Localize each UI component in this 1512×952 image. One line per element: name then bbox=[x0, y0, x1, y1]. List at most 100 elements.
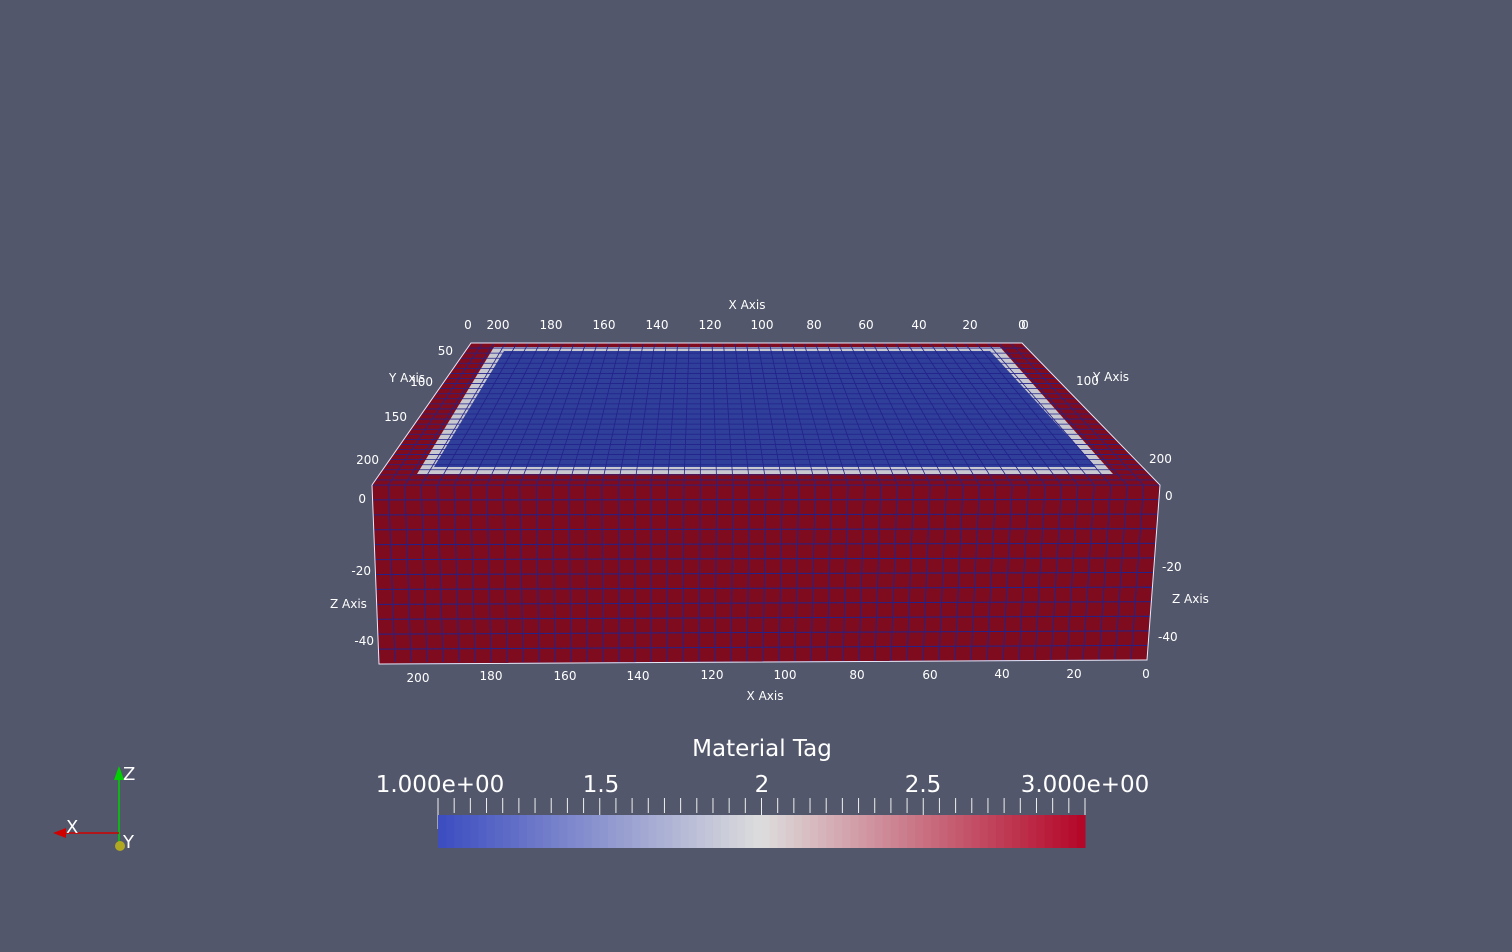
mesh-front-grid-line bbox=[374, 557, 1155, 561]
color-legend-band bbox=[810, 815, 819, 848]
bottom-x-tick-label: 200 bbox=[407, 671, 430, 685]
mesh-front-grid-line bbox=[378, 644, 1149, 650]
color-legend-band bbox=[761, 815, 771, 848]
color-legend-band bbox=[696, 815, 706, 848]
color-legend-band bbox=[510, 815, 520, 848]
color-legend-band bbox=[559, 815, 568, 848]
orientation-y-label: Y bbox=[122, 832, 135, 853]
color-legend-band bbox=[1012, 815, 1021, 848]
z-axis-title-right: Z Axis bbox=[1172, 592, 1209, 606]
color-legend-band bbox=[753, 815, 762, 848]
color-legend-band bbox=[502, 815, 512, 848]
mesh-model[interactable] bbox=[371, 342, 1161, 665]
top-x-tick-label: 140 bbox=[646, 318, 669, 332]
color-legend-band bbox=[518, 815, 528, 848]
top-x-tick-label: 180 bbox=[540, 318, 563, 332]
left-z-tick-labels: 0 -20 -40 bbox=[351, 492, 374, 648]
color-legend-label-max: 3.000e+00 bbox=[1021, 772, 1150, 798]
color-legend-band bbox=[923, 815, 932, 848]
bottom-x-tick-label: 60 bbox=[922, 668, 937, 682]
color-legend-band bbox=[793, 815, 803, 848]
color-legend-band bbox=[801, 815, 811, 848]
color-legend-band bbox=[979, 815, 989, 848]
color-legend-band bbox=[898, 815, 908, 848]
left-z-tick-label: -20 bbox=[351, 564, 371, 578]
right-y-tick-label: 100 bbox=[1076, 374, 1099, 388]
color-legend-band bbox=[712, 815, 722, 848]
top-x-tick-label: 0 bbox=[1021, 318, 1029, 332]
orientation-y-sphere-icon bbox=[115, 841, 125, 851]
color-legend-band bbox=[656, 815, 665, 848]
color-legend-band bbox=[939, 815, 949, 848]
top-x-tick-label: 80 bbox=[806, 318, 821, 332]
bottom-x-tick-label: 140 bbox=[627, 669, 650, 683]
color-legend-band bbox=[607, 815, 617, 848]
color-legend-band bbox=[438, 815, 447, 848]
color-legend-band bbox=[721, 815, 730, 848]
color-legend-ticks bbox=[437, 798, 1086, 829]
mesh-front-grid-line bbox=[373, 528, 1157, 531]
color-legend-band bbox=[737, 815, 746, 848]
mesh-front-grid-line bbox=[377, 630, 1150, 635]
top-x-tick-label: 60 bbox=[858, 318, 873, 332]
color-legend-label-1-5: 1.5 bbox=[583, 772, 620, 798]
color-legend-band bbox=[850, 815, 860, 848]
top-x-tick-label: 160 bbox=[593, 318, 616, 332]
color-legend-band bbox=[996, 815, 1005, 848]
color-legend-band bbox=[890, 815, 900, 848]
mesh-front-grid-line bbox=[376, 601, 1152, 605]
color-legend-band bbox=[1044, 815, 1054, 848]
color-legend-band bbox=[931, 815, 940, 848]
bottom-x-tick-label: 20 bbox=[1066, 667, 1081, 681]
color-legend-band bbox=[826, 815, 835, 848]
color-legend-band bbox=[745, 815, 754, 848]
x-axis-title-bottom: X Axis bbox=[747, 689, 784, 703]
left-z-tick-label: 0 bbox=[358, 492, 366, 506]
color-legend-bands bbox=[438, 815, 1086, 848]
color-legend-band bbox=[583, 815, 593, 848]
mesh-front-grid-line bbox=[375, 572, 1154, 575]
color-legend-band bbox=[915, 815, 924, 848]
right-y-tick-labels: 100 200 bbox=[1076, 374, 1172, 466]
bottom-x-tick-label: 80 bbox=[849, 668, 864, 682]
color-legend-band bbox=[664, 815, 674, 848]
color-legend-label-min: 1.000e+00 bbox=[376, 772, 505, 798]
color-legend-band bbox=[624, 815, 633, 848]
left-y-tick-label: 50 bbox=[438, 344, 453, 358]
color-legend-band bbox=[955, 815, 965, 848]
bottom-x-tick-label: 160 bbox=[554, 669, 577, 683]
color-legend-band bbox=[632, 815, 641, 848]
right-z-tick-label: 0 bbox=[1165, 489, 1173, 503]
bottom-x-tick-labels: 200 180 160 140 120 100 80 60 40 20 0 bbox=[407, 667, 1150, 685]
orientation-z-arrow-icon bbox=[114, 766, 124, 780]
color-legend-band bbox=[858, 815, 868, 848]
y-axis-title-right: Y Axis bbox=[1092, 370, 1129, 384]
left-y-tick-label: 200 bbox=[356, 453, 379, 467]
axes-grid-annotations: X Axis 0 200 180 160 140 120 100 80 60 40 20 00 X A… bbox=[330, 298, 1209, 703]
color-legend-label-2: 2 bbox=[755, 772, 770, 798]
color-legend-band bbox=[640, 815, 649, 848]
color-legend-band bbox=[1020, 815, 1029, 848]
color-legend-band bbox=[971, 815, 981, 848]
color-legend-band bbox=[446, 815, 455, 848]
orientation-x-arrow-icon bbox=[53, 828, 66, 838]
color-legend-title: Material Tag bbox=[692, 736, 832, 762]
color-legend[interactable]: Material Tag 1.000e+00 1.5 2 2.5 3.000e+… bbox=[376, 736, 1150, 848]
right-y-tick-label: 200 bbox=[1149, 452, 1172, 466]
color-legend-band bbox=[947, 815, 957, 848]
color-legend-band bbox=[478, 815, 488, 848]
right-z-tick-labels: 0 -20 -40 bbox=[1158, 489, 1182, 644]
bottom-x-tick-label: 180 bbox=[480, 669, 503, 683]
color-legend-band bbox=[729, 815, 738, 848]
color-legend-band bbox=[462, 815, 471, 848]
color-legend-band bbox=[842, 815, 851, 848]
color-legend-band bbox=[470, 815, 479, 848]
top-x-tick-label: 20 bbox=[962, 318, 977, 332]
color-legend-band bbox=[866, 815, 876, 848]
right-z-tick-label: -20 bbox=[1162, 560, 1182, 574]
color-legend-band bbox=[882, 815, 892, 848]
color-legend-band bbox=[907, 815, 916, 848]
color-legend-band bbox=[818, 815, 827, 848]
